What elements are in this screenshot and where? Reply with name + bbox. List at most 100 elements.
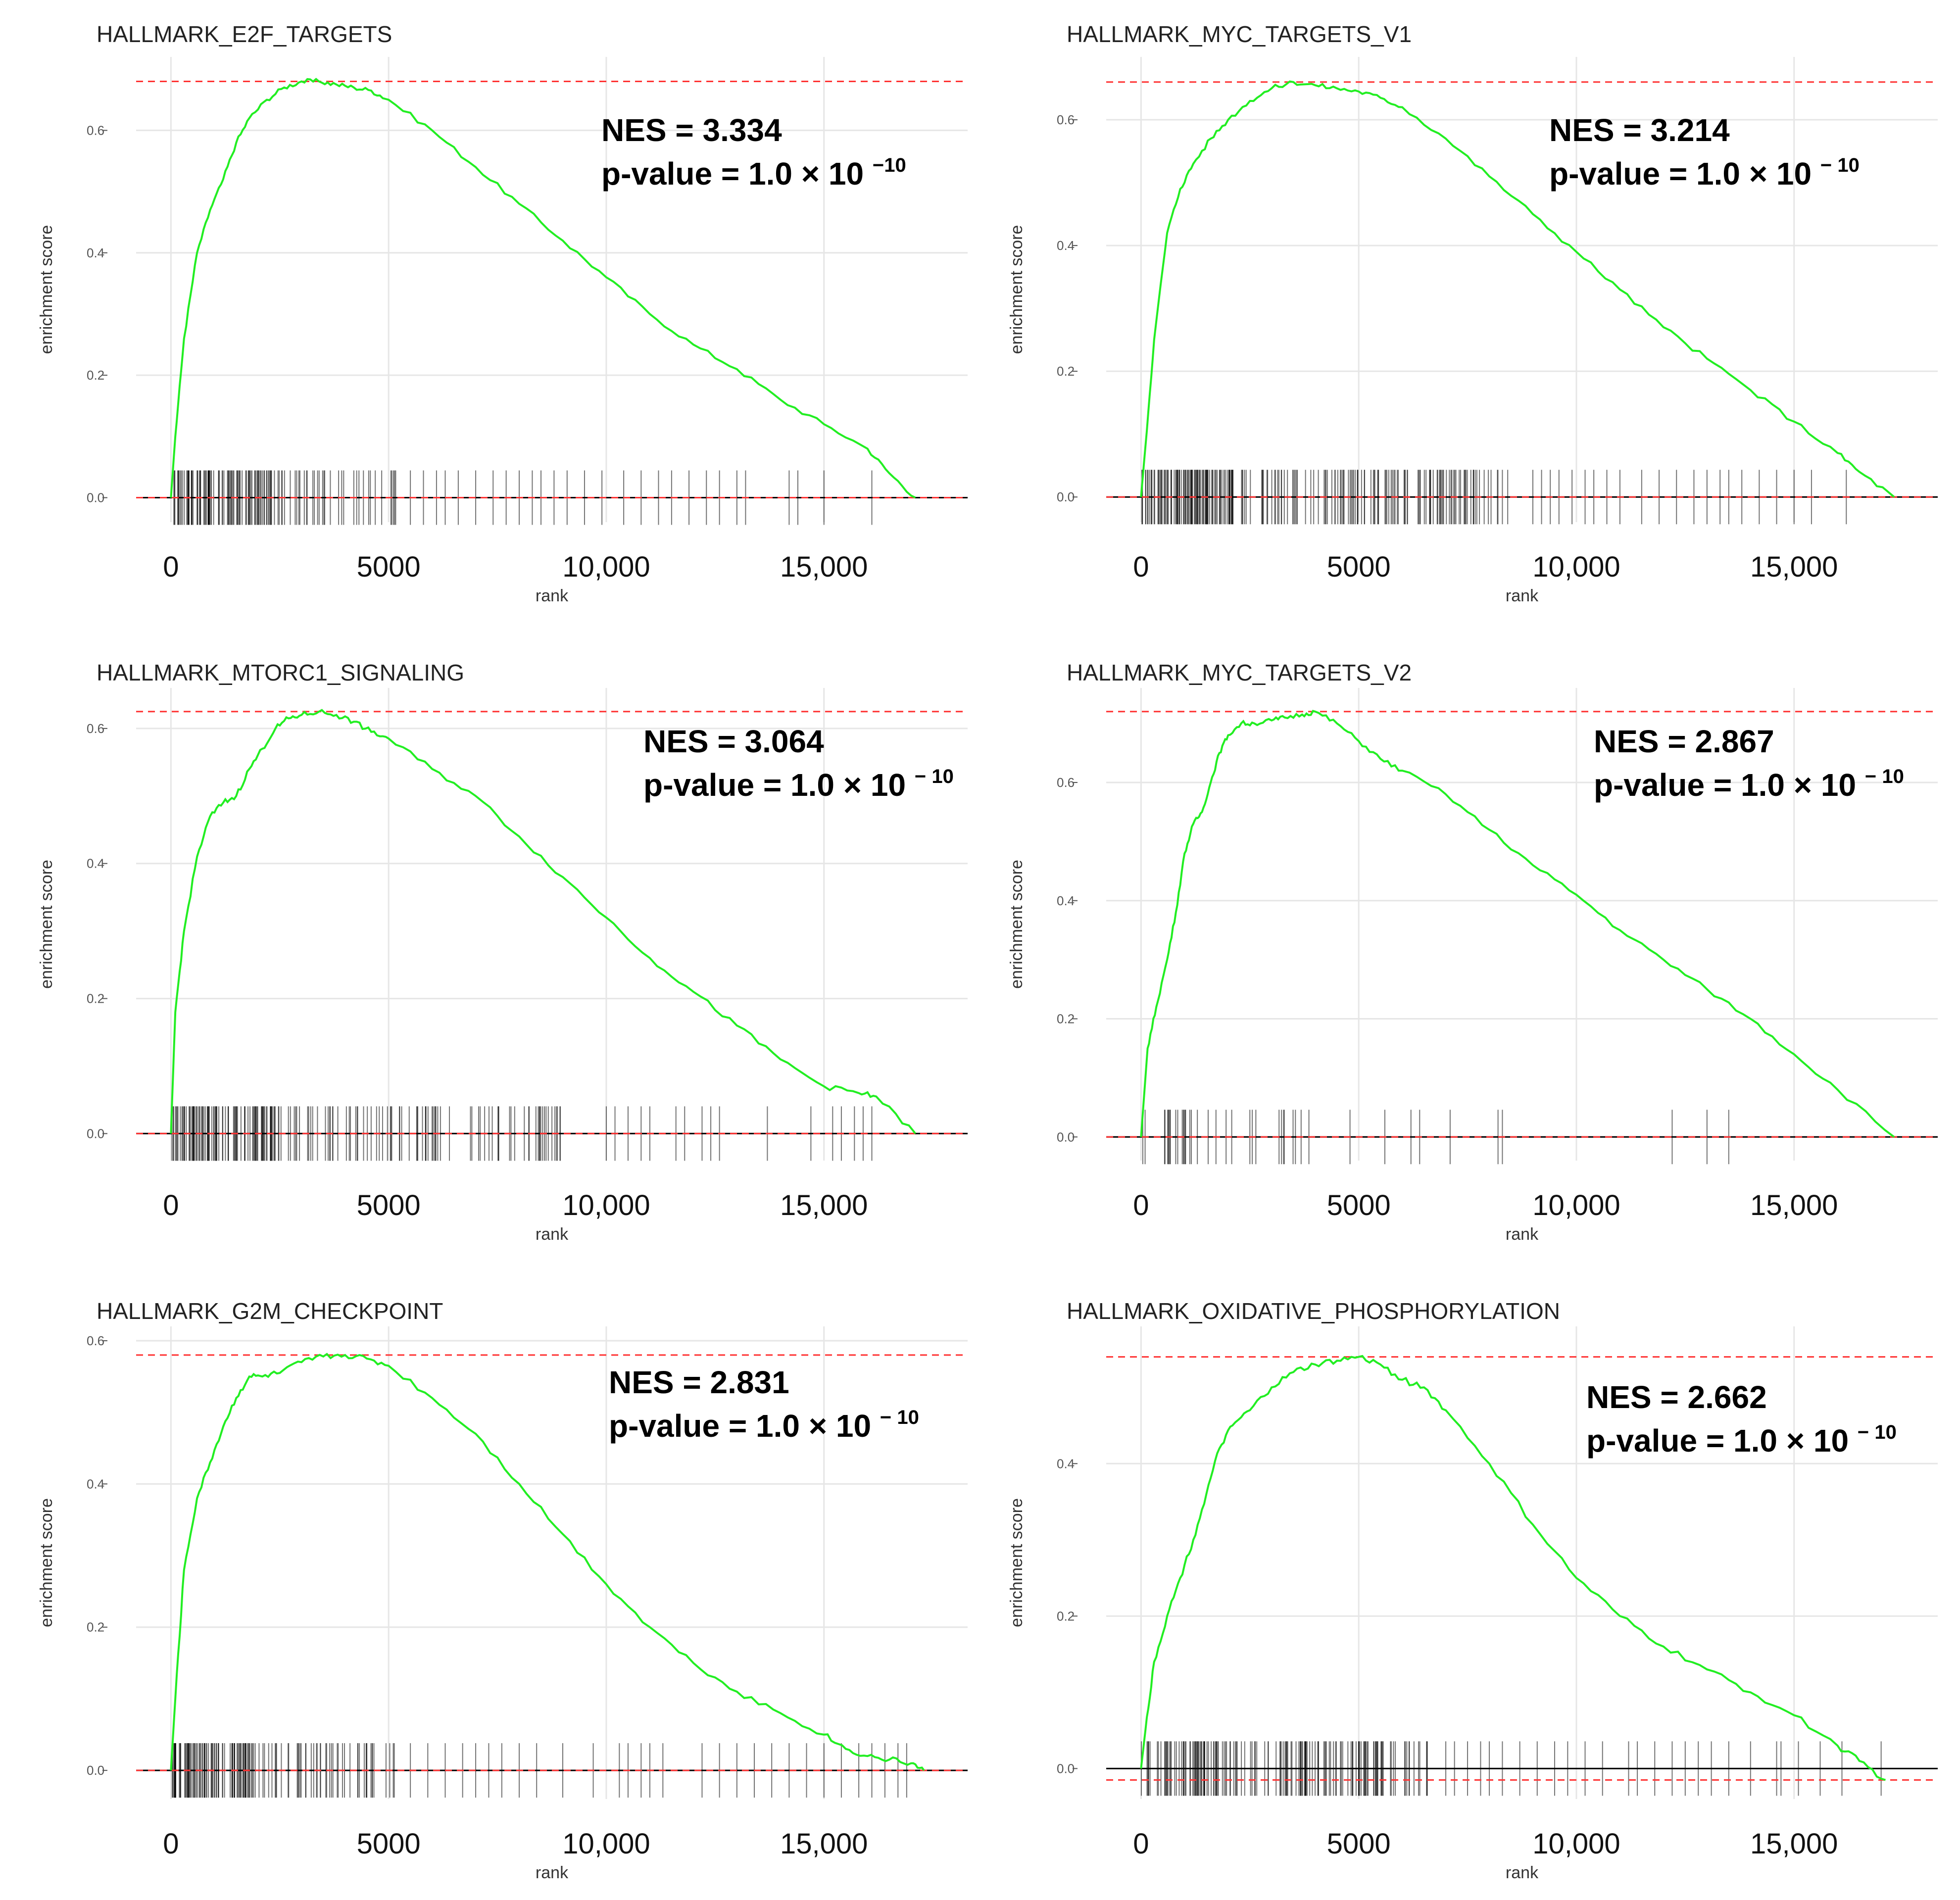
y-tick-label: 0.4 [87, 245, 104, 260]
chart-panel-6: HALLMARK_OXIDATIVE_PHOSPHORYLATION 0.0 0.2… [1007, 1298, 1938, 1882]
pvalue-exponent: − 10 [915, 766, 954, 787]
chart-title: HALLMARK_MTORC1_SIGNALING [97, 660, 464, 685]
nes-label: NES = 2.831 [609, 1364, 789, 1400]
y-tick-label: 0.2 [87, 991, 104, 1006]
pvalue-label: p-value = 1.0 × 10 − 10 [609, 1407, 919, 1444]
x-tick-label: 0 [163, 551, 179, 583]
x-tick-label: 10,000 [1532, 551, 1620, 583]
x-tick-label: 15,000 [780, 1189, 868, 1221]
y-tick-label: 0.0 [1057, 1129, 1075, 1144]
pvalue-label: p-value = 1.0 × 10 − 10 [1586, 1421, 1897, 1459]
y-axis-label: enrichment score [37, 1498, 56, 1627]
pvalue-base: p-value = 1.0 × 10 [601, 156, 873, 192]
y-tick-label: 0.4 [87, 856, 104, 871]
pvalue-base: p-value = 1.0 × 10 [1549, 156, 1820, 192]
enrichment-score-curve [1140, 80, 1895, 498]
x-tick-label: 5000 [1327, 1828, 1391, 1860]
x-tick-label: 15,000 [1750, 1828, 1838, 1860]
nes-label: NES = 3.334 [601, 112, 782, 148]
pvalue-base: p-value = 1.0 × 10 [609, 1408, 880, 1444]
y-tick-label: 0.4 [87, 1476, 104, 1491]
y-tick-label: 0.0 [87, 1763, 104, 1778]
x-axis-label: rank [536, 1225, 569, 1244]
pvalue-base: p-value = 1.0 × 10 [643, 767, 915, 803]
y-tick-label: 0.6 [1057, 775, 1075, 790]
enrichment-score-curve [170, 709, 917, 1134]
x-tick-label: 10,000 [562, 1189, 650, 1221]
x-tick-label: 10,000 [562, 551, 650, 583]
x-axis-label: rank [1506, 586, 1539, 605]
x-tick-label: 15,000 [780, 551, 868, 583]
pvalue-base: p-value = 1.0 × 10 [1594, 767, 1865, 803]
pvalue-exponent: − 10 [1820, 154, 1860, 176]
x-tick-label: 5000 [1327, 1189, 1391, 1221]
x-tick-label: 15,000 [1750, 1189, 1838, 1221]
y-axis-label: enrichment score [1007, 860, 1026, 989]
x-tick-label: 15,000 [1750, 551, 1838, 583]
y-tick-label: 0.0 [1057, 489, 1075, 504]
pvalue-base: p-value = 1.0 × 10 [1586, 1423, 1858, 1459]
y-axis-label: enrichment score [37, 860, 56, 989]
x-tick-label: 10,000 [562, 1828, 650, 1860]
y-tick-label: 0.6 [87, 123, 104, 138]
nes-label: NES = 2.867 [1594, 724, 1774, 759]
chart-title: HALLMARK_MYC_TARGETS_V1 [1067, 21, 1412, 47]
pvalue-label: p-value = 1.0 × 10 − 10 [1594, 766, 1904, 803]
x-tick-label: 10,000 [1532, 1828, 1620, 1860]
x-axis-label: rank [536, 1863, 569, 1882]
y-tick-label: 0.6 [1057, 112, 1075, 127]
enrichment-score-curve [170, 78, 916, 499]
chart-panel-5: HALLMARK_G2M_CHECKPOINT 0.0 0.2 0.4 0.6 enric… [37, 1298, 968, 1882]
x-tick-label: 5000 [357, 1828, 421, 1860]
chart-panel-1: HALLMARK_E2F_TARGETS 0.0 0.2 0.4 0.6 enrichme… [37, 21, 968, 605]
pvalue-label: p-value = 1.0 × 10 − 10 [643, 766, 954, 803]
x-tick-label: 0 [1133, 551, 1149, 583]
x-tick-label: 5000 [357, 551, 421, 583]
pvalue-exponent: − 10 [1858, 1421, 1897, 1443]
chart-title: HALLMARK_OXIDATIVE_PHOSPHORYLATION [1067, 1298, 1560, 1324]
y-tick-label: 0.4 [1057, 893, 1075, 908]
y-tick-label: 0.0 [87, 490, 104, 505]
y-axis-label: enrichment score [1007, 1498, 1026, 1627]
enrichment-score-curve [1140, 710, 1895, 1138]
y-tick-label: 0.0 [87, 1126, 104, 1141]
y-tick-label: 0.2 [1057, 364, 1075, 379]
x-tick-label: 15,000 [780, 1828, 868, 1860]
nes-label: NES = 2.662 [1586, 1379, 1767, 1415]
x-tick-label: 5000 [357, 1189, 421, 1221]
x-tick-label: 5000 [1327, 551, 1391, 583]
x-tick-label: 0 [1133, 1189, 1149, 1221]
chart-title: HALLMARK_G2M_CHECKPOINT [97, 1298, 443, 1324]
pvalue-label: p-value = 1.0 × 10 −10 [601, 154, 906, 192]
y-tick-label: 0.2 [1057, 1608, 1075, 1623]
pvalue-exponent: − 10 [880, 1407, 919, 1428]
nes-label: NES = 3.064 [643, 724, 824, 759]
chart-panel-2: HALLMARK_MYC_TARGETS_V1 0.0 0.2 0.4 0.6 enric… [1007, 21, 1938, 605]
enrichment-score-curve [170, 1353, 925, 1771]
x-tick-label: 0 [163, 1189, 179, 1221]
y-tick-label: 0.2 [87, 368, 104, 383]
nes-label: NES = 3.214 [1549, 112, 1730, 148]
y-axis-label: enrichment score [37, 225, 56, 354]
y-axis-label: enrichment score [1007, 225, 1026, 354]
chart-panel-4: HALLMARK_MYC_TARGETS_V2 0.0 0.2 0.4 0.6 enric… [1007, 660, 1938, 1244]
y-tick-label: 0.6 [87, 721, 104, 736]
x-tick-label: 0 [163, 1828, 179, 1860]
chart-panel-3: HALLMARK_MTORC1_SIGNALING 0.0 0.2 0.4 0.6 enr… [37, 660, 968, 1244]
x-tick-label: 0 [1133, 1828, 1149, 1860]
y-tick-label: 0.2 [1057, 1012, 1075, 1026]
x-axis-label: rank [1506, 1225, 1539, 1244]
pvalue-exponent: −10 [873, 154, 906, 176]
pvalue-label: p-value = 1.0 × 10 − 10 [1549, 154, 1860, 192]
chart-title: HALLMARK_E2F_TARGETS [97, 21, 392, 47]
y-tick-label: 0.6 [87, 1333, 104, 1348]
chart-title: HALLMARK_MYC_TARGETS_V2 [1067, 660, 1412, 685]
x-axis-label: rank [1506, 1863, 1539, 1882]
y-tick-label: 0.2 [87, 1620, 104, 1635]
pvalue-exponent: − 10 [1865, 766, 1904, 787]
enrichment-score-curve [1140, 1355, 1886, 1781]
x-tick-label: 10,000 [1532, 1189, 1620, 1221]
y-tick-label: 0.4 [1057, 1456, 1075, 1471]
y-tick-label: 0.0 [1057, 1761, 1075, 1776]
